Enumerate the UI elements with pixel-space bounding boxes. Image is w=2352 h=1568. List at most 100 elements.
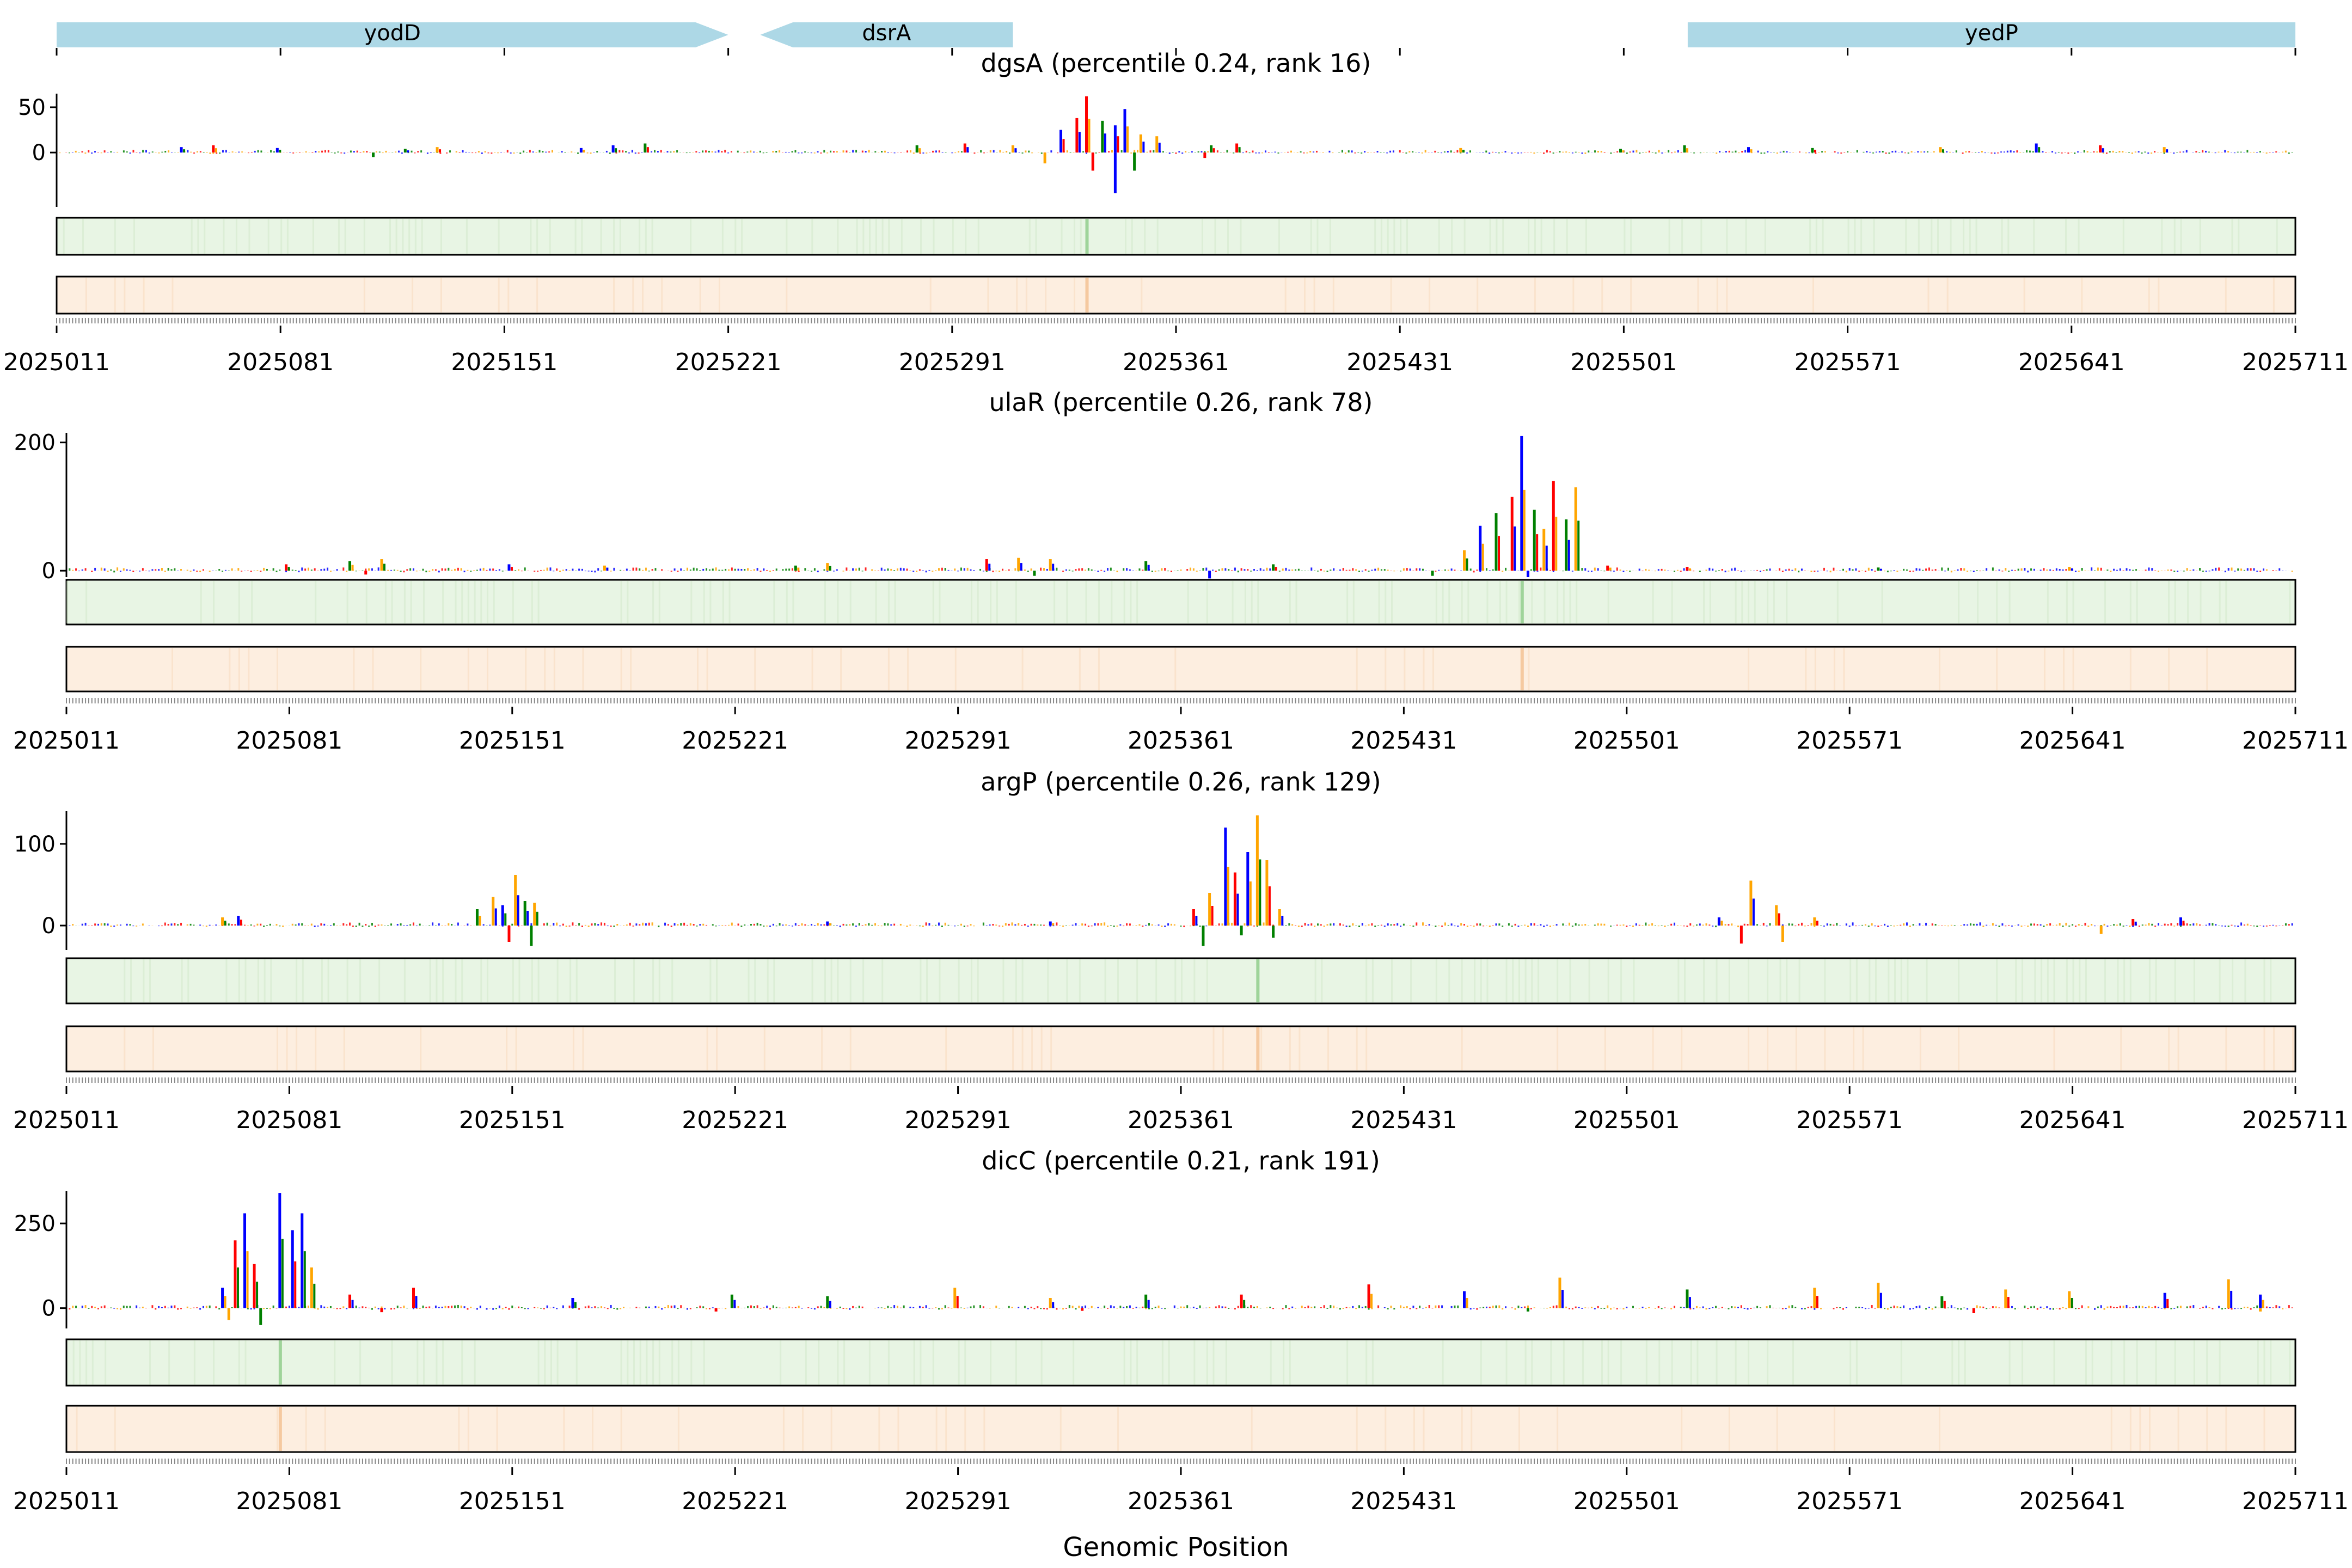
green-stripe — [920, 959, 922, 1002]
green-stripe — [2193, 959, 2195, 1002]
orange-stripe — [152, 1027, 154, 1070]
green-stripe — [869, 219, 871, 254]
orange-stripe — [171, 278, 174, 313]
green-stripe — [1703, 581, 1705, 623]
green-stripe — [1996, 959, 1998, 1002]
green-stripe — [2199, 219, 2201, 254]
y-tick-label: 200 — [14, 431, 56, 456]
green-stripe — [2008, 581, 2011, 623]
green-stripe — [1486, 581, 1489, 623]
green-stripe — [1435, 959, 1437, 1002]
green-stripe — [881, 959, 884, 1002]
gene-annotation-track: yodD dsrA yedP — [56, 21, 2296, 56]
green-stripe — [1875, 959, 1877, 1002]
orange-stripe — [525, 648, 527, 690]
green-stripe — [66, 581, 68, 623]
orange-stripe — [124, 1027, 126, 1070]
orange-stripe — [507, 278, 510, 313]
green-stripe — [1741, 581, 1743, 623]
green-stripe — [958, 959, 960, 1002]
orange-stripe — [85, 278, 87, 313]
green-stripe — [1098, 581, 1100, 623]
green-stripe — [1461, 581, 1463, 623]
green-stripe — [429, 959, 431, 1002]
green-stripe — [901, 219, 903, 254]
orange-stripe — [2206, 648, 2208, 690]
green-stripe — [1054, 581, 1056, 623]
green-stripe — [1131, 219, 1133, 254]
orange-stripe — [582, 648, 584, 690]
green-stripe — [63, 219, 65, 254]
green-stripe — [862, 219, 865, 254]
green-stripe — [455, 581, 457, 623]
green-stripe — [238, 581, 240, 623]
green-stripe — [191, 219, 193, 254]
green-stripe — [1937, 219, 1939, 254]
x-tick-label: 2025151 — [459, 727, 566, 755]
green-stripe — [824, 959, 826, 1002]
green-stripe — [734, 219, 737, 254]
green-stripe — [600, 219, 602, 254]
orange-stripe — [2168, 648, 2170, 690]
orange-stripe — [1814, 648, 1816, 690]
orange-stripe — [1726, 278, 1728, 313]
green-stripe — [197, 219, 199, 254]
green-stripe — [130, 959, 132, 1002]
y-tick-label: 50 — [18, 95, 46, 120]
sequence-logo — [59, 96, 2293, 194]
green-stripe — [321, 959, 323, 1002]
green-stripe — [1374, 219, 1376, 254]
green-stripe — [1543, 581, 1546, 623]
orange-stripe — [372, 648, 374, 690]
green-stripe — [1310, 219, 1312, 254]
green-stripe — [2015, 959, 2017, 1002]
green-stripe — [837, 959, 839, 1002]
green-stripe — [2034, 959, 2036, 1002]
green-stripe — [658, 581, 660, 623]
green-stripe — [1918, 219, 1920, 254]
gene-label-yodD: yodD — [364, 21, 421, 46]
orange-stripe — [1958, 1027, 1960, 1070]
green-stripe — [1505, 959, 1508, 1002]
green-stripe — [442, 581, 444, 623]
attribution-track-orange — [65, 646, 2296, 693]
green-stripe — [1566, 219, 1568, 254]
green-stripe — [856, 219, 858, 254]
green-stripe — [493, 581, 495, 623]
orange-stripe — [1697, 278, 1699, 313]
orange-stripe — [620, 648, 622, 690]
green-stripe — [133, 219, 135, 254]
orange-stripe — [171, 648, 174, 690]
orange-stripe — [849, 1027, 852, 1070]
orange-stripe — [1767, 1027, 1769, 1070]
green-stripe — [2168, 581, 2170, 623]
green-stripe — [1387, 219, 1389, 254]
sequence-strip — [56, 318, 2296, 323]
green-stripe — [754, 959, 756, 1002]
green-stripe — [235, 219, 237, 254]
green-stripe — [926, 959, 928, 1002]
green-stripe — [181, 959, 183, 1002]
green-stripe — [1855, 959, 1858, 1002]
orange-stripe — [954, 648, 957, 690]
orange-stripe — [1652, 1027, 1654, 1070]
green-stripe — [2085, 959, 2087, 1002]
green-stripe — [1585, 219, 1587, 254]
green-stripe — [933, 219, 935, 254]
green-stripe — [2187, 581, 2189, 623]
orange-stripe — [1604, 1027, 1606, 1070]
green-stripe — [302, 959, 304, 1002]
orange-stripe — [1025, 278, 1027, 313]
green-stripe — [1448, 581, 1450, 623]
green-stripe — [518, 959, 520, 1002]
orange-stripe — [1021, 648, 1024, 690]
green-stripe — [1111, 581, 1113, 623]
green-stripe — [1028, 219, 1031, 254]
sequence-strip — [66, 698, 2296, 703]
green-stripe — [811, 959, 813, 1002]
green-stripe — [703, 581, 705, 623]
x-tick-label: 2025431 — [1350, 727, 1457, 755]
green-stripe — [1553, 219, 1555, 254]
green-stripe — [1767, 581, 1769, 623]
green-stripe — [1002, 959, 1004, 1002]
